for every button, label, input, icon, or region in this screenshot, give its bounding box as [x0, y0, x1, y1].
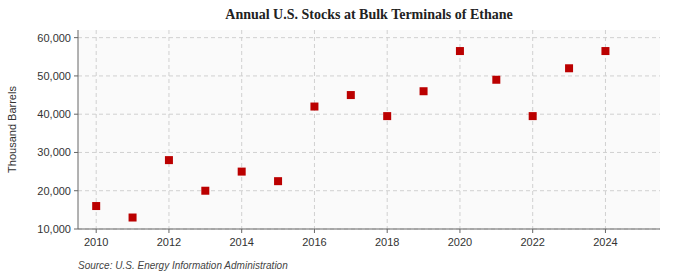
- y-grid-line: [78, 190, 660, 191]
- x-tick: [96, 229, 97, 233]
- points: [92, 47, 609, 221]
- x-tick: [314, 229, 315, 233]
- plot-background: [78, 30, 660, 229]
- point: [601, 47, 609, 55]
- point: [420, 87, 428, 95]
- point: [492, 76, 500, 84]
- y-grid-line: [78, 229, 660, 230]
- point: [529, 112, 537, 120]
- y-axis-line: [78, 30, 79, 229]
- point: [310, 103, 318, 111]
- x-axis-line: [78, 229, 660, 230]
- x-tick: [459, 229, 460, 233]
- y-tick-label: 20,000: [37, 185, 71, 197]
- y-axis-label: Thousand Barrels: [6, 86, 18, 173]
- x-tick-label: 2018: [375, 236, 399, 248]
- x-tick: [168, 229, 169, 233]
- x-tick-label: 2024: [593, 236, 617, 248]
- point: [565, 64, 573, 72]
- x-tick-label: 2014: [229, 236, 253, 248]
- y-tick-label: 60,000: [37, 32, 71, 44]
- point: [347, 91, 355, 99]
- x-grid-line: [605, 30, 606, 229]
- y-grid-line: [78, 152, 660, 153]
- y-tick: [74, 190, 78, 191]
- grid: [78, 30, 660, 229]
- point: [274, 177, 282, 185]
- x-tick-label: 2010: [84, 236, 108, 248]
- x-tick-label: 2012: [157, 236, 181, 248]
- y-tick: [74, 229, 78, 230]
- point: [383, 112, 391, 120]
- x-tick-label: 2016: [302, 236, 326, 248]
- x-tick-label: 2020: [448, 236, 472, 248]
- y-tick: [74, 37, 78, 38]
- x-tick: [241, 229, 242, 233]
- y-tick: [74, 152, 78, 153]
- x-tick: [605, 229, 606, 233]
- point: [456, 47, 464, 55]
- point: [165, 156, 173, 164]
- x-tick-label: 2022: [520, 236, 544, 248]
- x-grid-line: [241, 30, 242, 229]
- y-tick-label: 40,000: [37, 108, 71, 120]
- point: [238, 168, 246, 176]
- title: Annual U.S. Stocks at Bulk Terminals of …: [225, 7, 512, 22]
- x-grid-line: [459, 30, 460, 229]
- y-tick: [74, 114, 78, 115]
- x-grid-line: [532, 30, 533, 229]
- y-grid-line: [78, 75, 660, 76]
- y-grid-line: [78, 114, 660, 115]
- point: [129, 214, 137, 222]
- x-grid-line: [96, 30, 97, 229]
- y-tick: [74, 75, 78, 76]
- x-grid-line: [387, 30, 388, 229]
- y-grid-line: [78, 37, 660, 38]
- y-tick-label: 50,000: [37, 70, 71, 82]
- x-tick: [387, 229, 388, 233]
- y-tick-label: 30,000: [37, 146, 71, 158]
- point: [201, 187, 209, 195]
- x-tick: [532, 229, 533, 233]
- x-grid-line: [168, 30, 169, 229]
- y-tick-label: 10,000: [37, 223, 71, 235]
- source-note: Source: U.S. Energy Information Administ…: [78, 260, 288, 271]
- point: [92, 202, 100, 210]
- chart: 10,000 20,000 30,000 40,000 50,000 60,000 2010…: [0, 0, 675, 275]
- x-grid-line: [314, 30, 315, 229]
